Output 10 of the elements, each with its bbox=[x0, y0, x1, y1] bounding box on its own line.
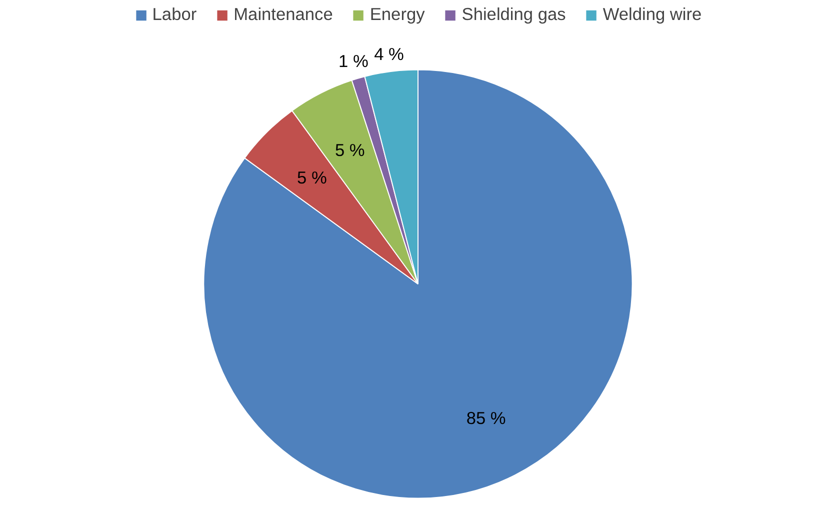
legend-label: Energy bbox=[370, 4, 425, 25]
data-label: 4 % bbox=[374, 44, 404, 64]
legend-label: Labor bbox=[152, 4, 197, 25]
legend-label: Welding wire bbox=[602, 4, 702, 25]
data-label: 5 % bbox=[334, 140, 365, 160]
legend-label: Maintenance bbox=[234, 4, 333, 25]
data-label: 85 % bbox=[466, 408, 506, 428]
data-label: 5 % bbox=[297, 168, 327, 188]
legend-label: Shielding gas bbox=[462, 4, 566, 25]
data-label: 1 % bbox=[338, 51, 368, 72]
